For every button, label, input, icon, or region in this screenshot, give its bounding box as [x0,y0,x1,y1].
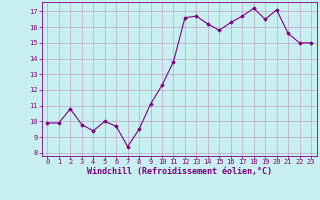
X-axis label: Windchill (Refroidissement éolien,°C): Windchill (Refroidissement éolien,°C) [87,167,272,176]
